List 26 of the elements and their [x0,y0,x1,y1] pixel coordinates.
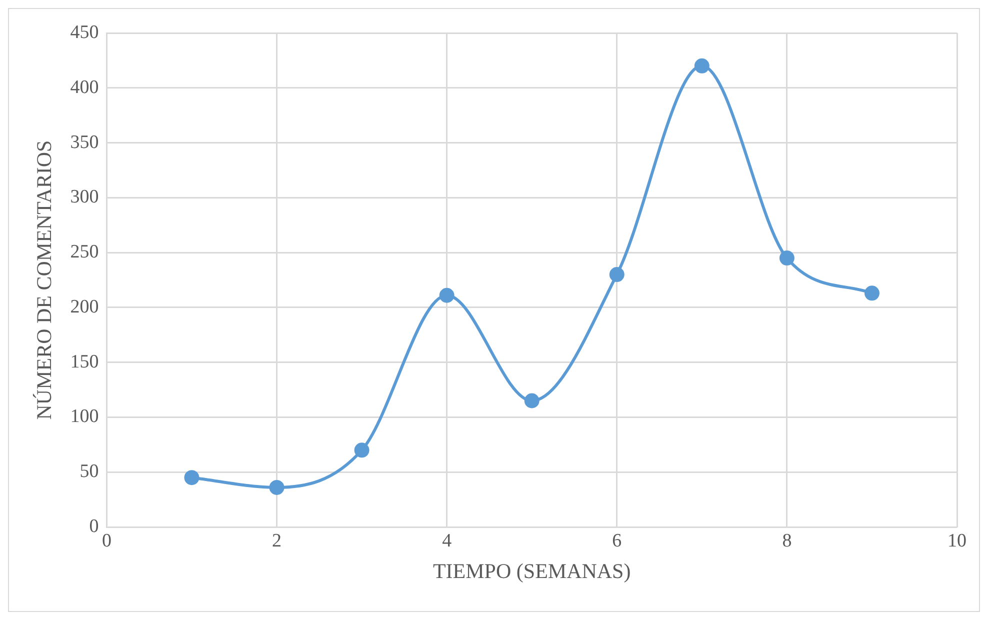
point [354,442,370,458]
y-axis-title: NÚMERO DE COMENTARIOS [32,140,56,420]
x-tick-label: 2 [272,530,282,552]
point [864,286,880,301]
y-tick-label: 50 [80,461,99,482]
y-tick-label: 350 [70,132,99,153]
y-tick-label: 250 [70,242,99,263]
point [609,267,624,282]
y-tick-label: 150 [70,351,99,372]
point [779,250,794,266]
y-tick-label: 300 [70,186,99,208]
point [524,393,540,408]
x-tick-label: 6 [612,530,622,552]
x-tick-label: 10 [948,530,966,552]
x-axis-title: TIEMPO (SEMANAS) [432,558,631,583]
y-tick-label: 450 [70,22,99,43]
point [694,58,710,74]
x-tick-label: 4 [442,530,452,552]
y-tick-label: 200 [70,296,99,318]
point [184,470,200,486]
point [439,288,454,303]
point [269,480,284,495]
y-tick-label: 400 [70,76,99,98]
y-tick-label: 100 [70,406,99,428]
x-tick-label: 8 [782,530,792,552]
y-tick-label: 0 [89,516,99,537]
